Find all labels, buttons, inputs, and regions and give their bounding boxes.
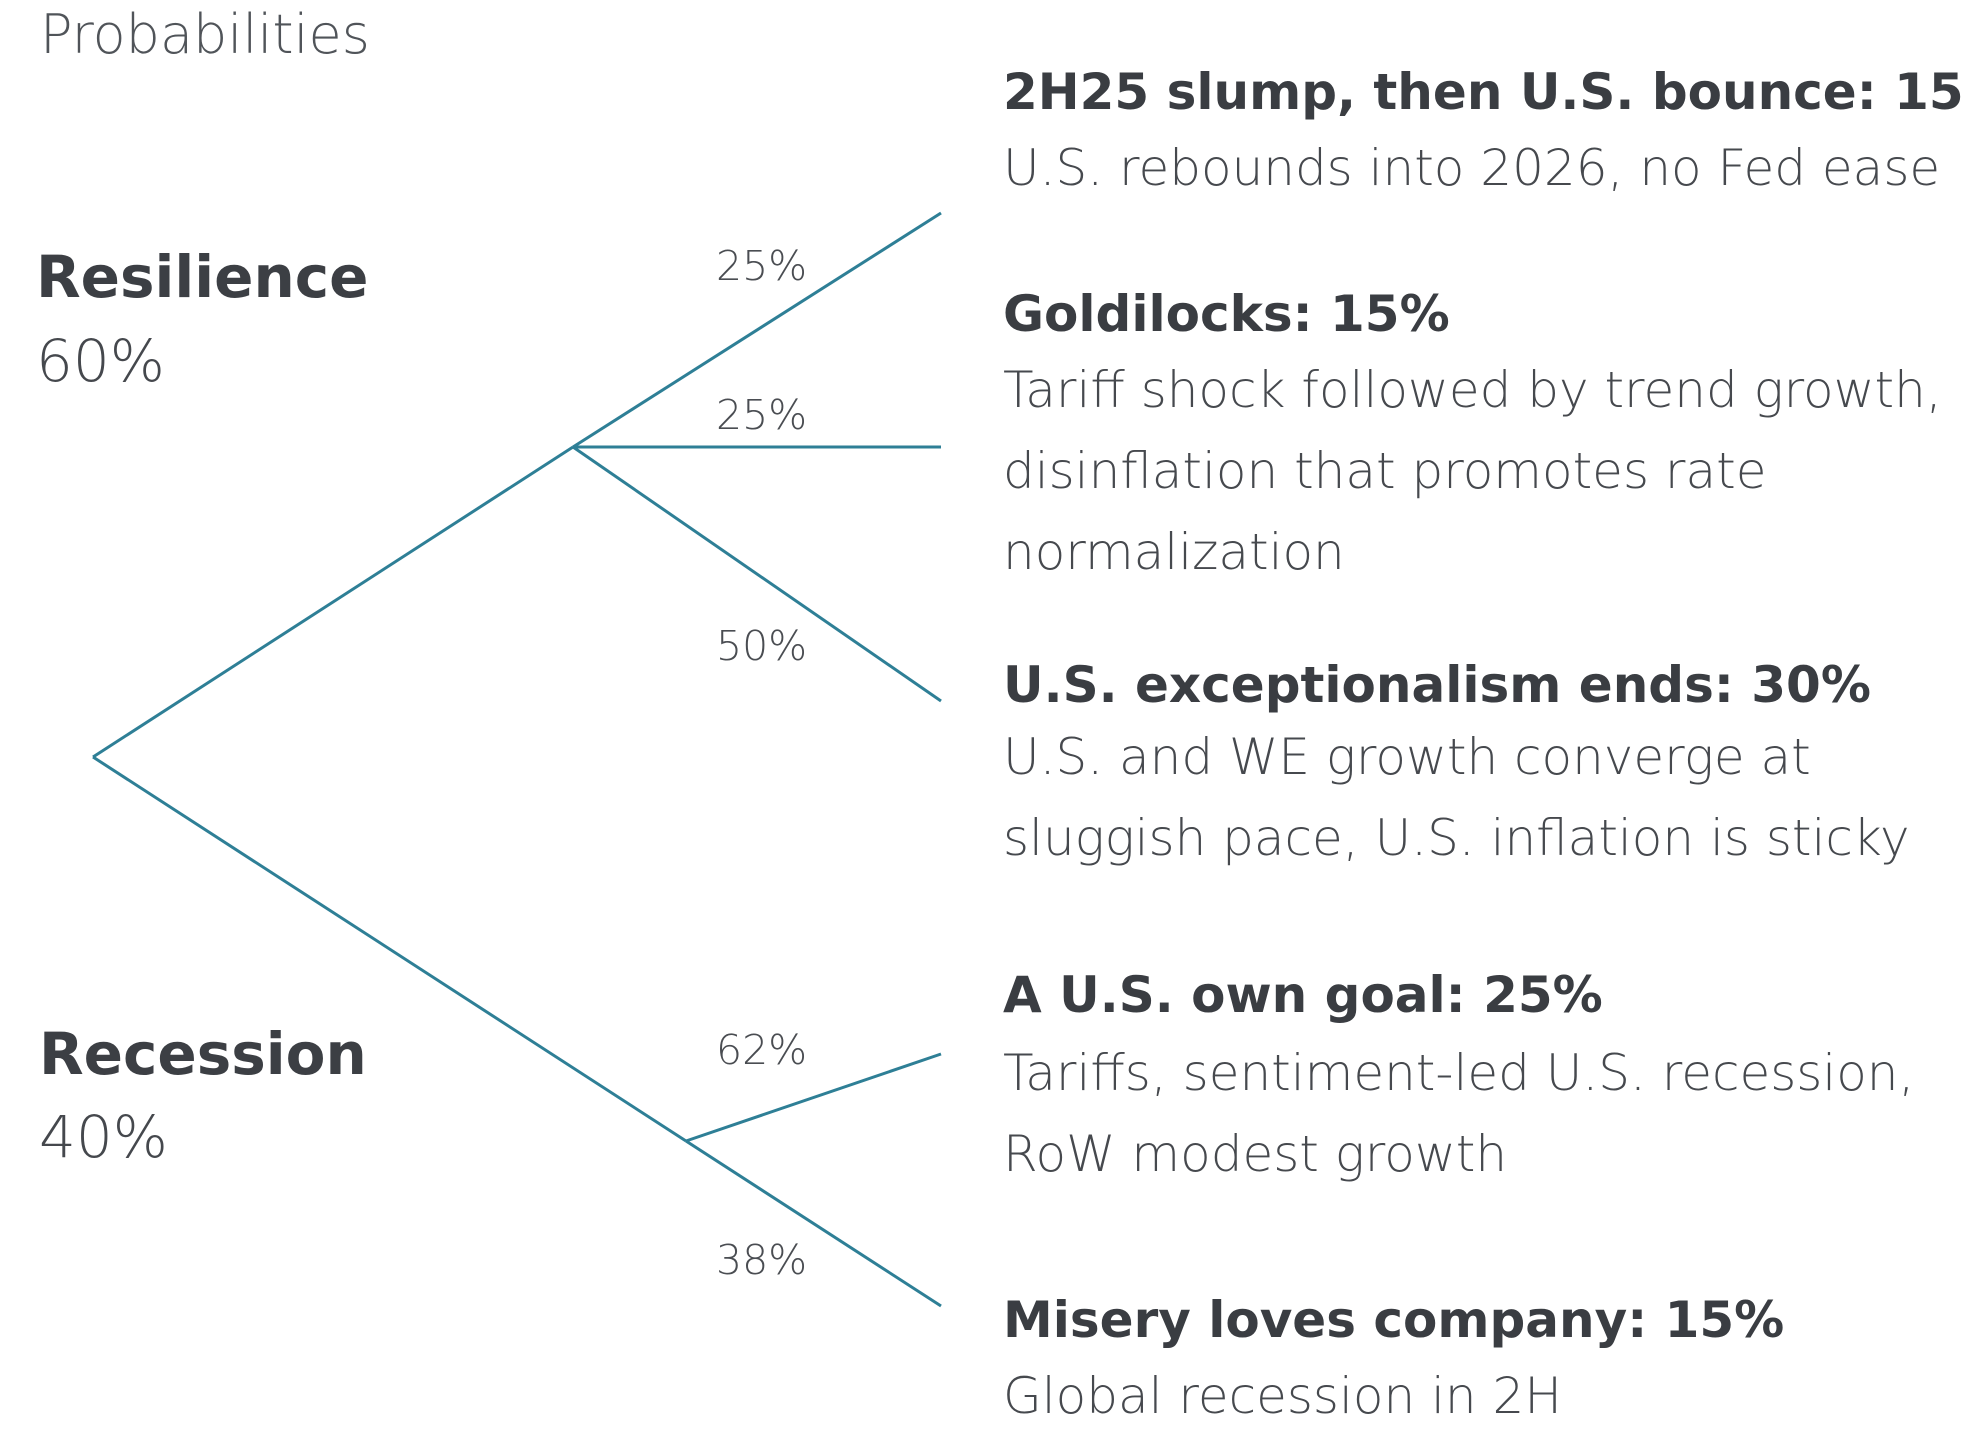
branch-recession-pct: 40% [39, 1103, 168, 1171]
edge-recession-to-own-goal [685, 1052, 942, 1143]
scenario-own-goal: A U.S. own goal: 25% Tariffs, sentiment-… [1003, 965, 1958, 1195]
scenario-title: Misery loves company: 15% [1003, 1291, 1785, 1349]
edge-label-exceptionalism-ends: 50% [716, 622, 808, 670]
edge-label-goldilocks: 25% [716, 391, 808, 439]
branch-resilience-pct: 60% [36, 327, 165, 395]
scenario-description: Tariff shock followed by trend growth, d… [1003, 361, 1942, 581]
branch-recession-name: Recession [39, 1020, 367, 1088]
edge-recession-to-misery [685, 1139, 942, 1308]
edge-label-slump-bounce: 25% [716, 242, 808, 290]
scenario-title: A U.S. own goal: 25% [1003, 966, 1603, 1024]
edge-root-to-recession [92, 755, 687, 1143]
branch-resilience-name: Resilience [36, 243, 369, 311]
scenario-description: U.S. rebounds into 2026, no Fed ease [1003, 139, 1941, 197]
edge-label-misery: 38% [716, 1236, 808, 1284]
scenario-description: Tariffs, sentiment-led U.S. recession, R… [1003, 1044, 1915, 1183]
edge-label-own-goal: 62% [716, 1026, 808, 1074]
scenario-title: U.S. exceptionalism ends: 30% [1003, 656, 1871, 714]
scenario-exceptionalism-ends: U.S. exceptionalism ends: 30% U.S. and W… [1003, 655, 1958, 879]
scenario-description: U.S. and WE growth converge at sluggish … [1003, 728, 1910, 867]
scenario-title: 2H25 slump, then U.S. bounce: 15% [1003, 63, 1965, 121]
edge-resilience-to-slump-bounce [572, 211, 942, 449]
edge-root-to-resilience [92, 445, 574, 759]
scenario-misery: Misery loves company: 15% Global recessi… [1003, 1290, 1958, 1437]
scenario-goldilocks: Goldilocks: 15% Tariff shock followed by… [1003, 284, 1958, 593]
page-title: Probabilities [40, 3, 370, 66]
edge-resilience-to-exceptionalism-ends [572, 445, 942, 703]
scenario-title: Goldilocks: 15% [1003, 285, 1450, 343]
scenario-description: Global recession in 2H [1003, 1367, 1562, 1425]
scenario-slump-bounce: 2H25 slump, then U.S. bounce: 15% U.S. r… [1003, 62, 1965, 209]
